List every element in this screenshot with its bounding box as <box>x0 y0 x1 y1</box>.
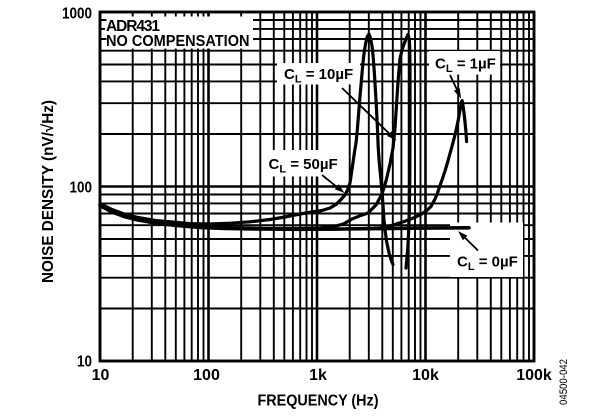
svg-text:NO COMPENSATION: NO COMPENSATION <box>106 33 250 50</box>
svg-text:CL = 50µF: CL = 50µF <box>269 156 338 176</box>
svg-text:1000: 1000 <box>62 5 92 22</box>
svg-text:FREQUENCY (Hz): FREQUENCY (Hz) <box>258 393 379 410</box>
svg-text:10: 10 <box>77 353 92 370</box>
svg-text:NOISE DENSITY (nV/√Hz): NOISE DENSITY (nV/√Hz) <box>40 100 57 283</box>
svg-text:100k: 100k <box>516 367 552 384</box>
svg-text:CL = 0µF: CL = 0µF <box>457 254 518 274</box>
svg-text:100: 100 <box>70 179 93 196</box>
svg-text:10k: 10k <box>412 367 439 384</box>
svg-text:CL = 10µF: CL = 10µF <box>284 66 353 86</box>
svg-text:04500-042: 04500-042 <box>558 359 570 405</box>
svg-text:1k: 1k <box>309 367 327 384</box>
svg-text:ADR431: ADR431 <box>106 18 160 35</box>
svg-text:10: 10 <box>92 367 110 384</box>
svg-text:100: 100 <box>193 367 220 384</box>
svg-text:CL = 1µF: CL = 1µF <box>435 56 496 76</box>
